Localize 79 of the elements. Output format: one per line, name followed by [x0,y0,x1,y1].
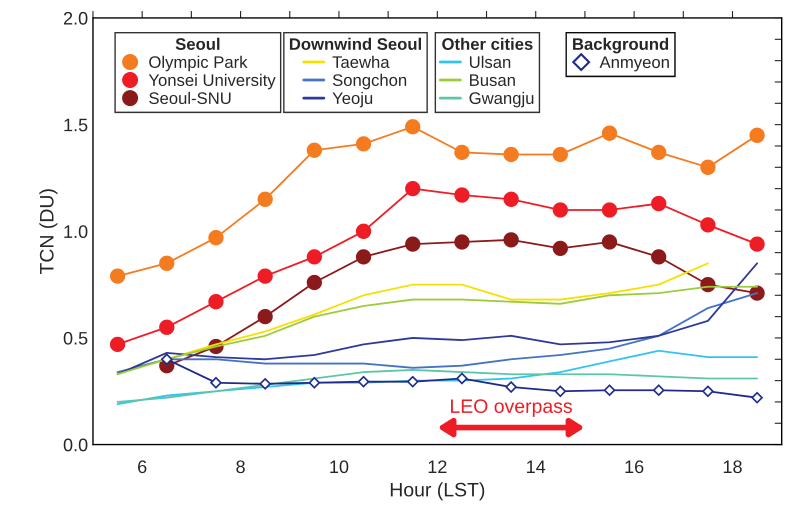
text: Seoul [176,38,220,50]
point [602,126,618,141]
point [308,377,320,388]
legend-label: Busan [470,74,515,86]
annotation: LEO overpass [451,399,572,417]
text: Other cities [442,38,533,50]
legend-label: Songchon [332,74,406,90]
point [306,142,322,158]
legend-label: Anmyeon [600,56,669,72]
point [505,381,517,393]
x-tick-label: 18 [724,460,742,474]
text: Downwind Seoul [290,38,421,50]
point [161,354,173,366]
x-tick-label: 16 [625,460,644,474]
point [356,136,372,152]
point [407,376,418,388]
y-tick-label: 0.5 [64,332,88,345]
point [454,234,470,250]
point [405,119,420,134]
legend-label: Olympic Park [149,56,248,72]
legend-label: Gwangju [470,92,534,108]
point [210,377,222,388]
point [602,234,618,250]
point [208,294,224,310]
text: Background [573,38,668,54]
y-tick-label: 1.0 [64,225,88,238]
point [456,372,468,384]
x-tick-label: 8 [236,460,245,474]
legend-label: Seoul-SNU [149,92,231,104]
point [258,192,273,207]
x-tick-label: 12 [428,460,446,473]
point [258,268,273,284]
point [552,240,568,256]
point [110,268,126,284]
point [356,249,372,265]
point [700,160,716,175]
y-tick-label: 1.5 [64,118,88,132]
point [405,181,420,196]
point [749,128,765,143]
point [503,232,519,248]
point [651,196,666,212]
point [503,192,519,207]
point [554,386,566,398]
point [604,384,616,396]
point [454,144,470,160]
point [306,249,322,265]
y-tick-label: 2.0 [64,12,88,25]
point [258,308,273,324]
legend-label: Yeoju [332,92,372,108]
point [356,224,372,239]
point [306,274,322,290]
x-tick-label: 6 [138,460,146,474]
x-axis-title: Hour (LST) [390,482,484,500]
x-tick-label: 14 [527,460,546,473]
point [652,384,664,396]
legend-label: Taewha [332,56,390,68]
point [259,378,271,390]
point [208,230,224,246]
point [159,256,174,271]
point [651,249,666,265]
point [651,144,666,160]
y-axis-title: TCN (DU) [39,189,58,274]
point [552,202,568,218]
y-tick-label: 0.0 [64,438,88,452]
point [602,202,618,218]
x-tick-label: 10 [330,460,348,474]
point [503,146,519,162]
point [702,386,714,398]
point [405,236,420,252]
legend-label: Ulsan [470,56,510,68]
point [552,146,568,162]
point [751,392,763,404]
point [749,236,765,252]
point [159,320,174,335]
point [454,187,470,203]
legend-label: Yonsei University [148,74,276,90]
point [700,217,716,233]
point [110,336,126,352]
point [358,376,370,388]
